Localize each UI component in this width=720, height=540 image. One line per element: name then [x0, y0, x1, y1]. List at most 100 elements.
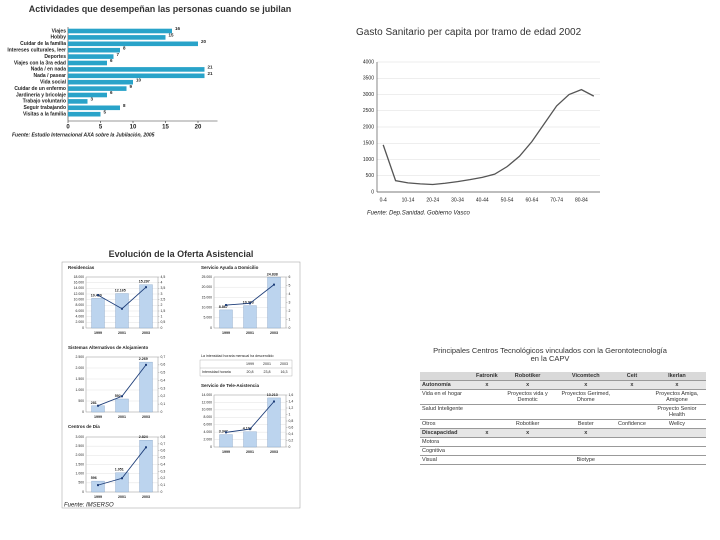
- y-tick-label: 4.000: [76, 315, 85, 319]
- y-tick-label: 2500: [363, 108, 374, 114]
- y2-tick-label: 0,7: [161, 355, 166, 359]
- y2-tick-label: 4: [289, 292, 291, 296]
- cell: [647, 437, 706, 447]
- y2-tick-label: 0: [289, 326, 291, 330]
- y-tick-label: 10.000: [202, 305, 212, 309]
- x-tick-label: 0: [66, 125, 70, 131]
- bar: [91, 298, 105, 329]
- y2-tick-label: 0,8: [161, 435, 166, 439]
- bar: [267, 277, 281, 329]
- header-row: Fatronik Robotiker Vicomtech Ceit Ikerlan: [420, 372, 706, 381]
- cell: [647, 428, 706, 438]
- y-tick-label: 8.000: [204, 415, 213, 419]
- category-label: Viajes con la 3ra edad: [14, 60, 66, 66]
- row-label: Cognitiva: [420, 446, 474, 456]
- bar: [68, 92, 107, 98]
- y2-tick-label: 0,3: [161, 469, 166, 473]
- y2-tick-label: 2: [161, 303, 163, 307]
- y-tick-label: 0: [82, 410, 84, 414]
- chart-title: Centros de Día: [68, 424, 100, 429]
- category-label: Vida social: [40, 80, 67, 86]
- value-label: 20: [201, 39, 207, 44]
- value-label: 7: [117, 52, 120, 57]
- bar: [68, 73, 205, 79]
- cell: x: [616, 380, 648, 390]
- bar: [68, 86, 127, 91]
- row: Motora: [420, 437, 706, 447]
- x-tick-label: 2003: [142, 331, 150, 335]
- cell: Bester: [555, 419, 617, 429]
- y2-tick-label: 0: [289, 445, 291, 449]
- cell: x: [647, 380, 706, 390]
- y2-tick-label: 0,3: [161, 386, 166, 390]
- cell: [474, 446, 500, 456]
- note-header: 2001: [263, 362, 271, 366]
- chart-title: Evolución de la Oferta Asistencial: [108, 249, 254, 259]
- cell: x: [474, 428, 500, 438]
- cell: [474, 437, 500, 447]
- bar: [219, 434, 233, 448]
- bar: [115, 293, 129, 329]
- category-label: Trabajo voluntario: [23, 99, 66, 105]
- y2-tick-label: 0,2: [161, 394, 166, 398]
- cell: x: [474, 380, 500, 390]
- value-label: 8: [123, 45, 126, 50]
- row-label: Vida en el hogar: [420, 389, 474, 405]
- x-tick-label: 40-44: [476, 197, 489, 203]
- bar: [68, 105, 120, 111]
- source: Fuente: Estudio Internacional AXA sobre …: [12, 132, 155, 138]
- y-tick-label: 1500: [363, 141, 374, 147]
- value-label: 24.838: [267, 272, 278, 276]
- y2-tick-label: 6: [289, 275, 291, 279]
- value-label: 9: [130, 84, 133, 89]
- y-tick-label: 2000: [363, 124, 374, 130]
- cell: Confidence: [616, 419, 648, 429]
- x-tick-label: 30-34: [451, 197, 464, 203]
- cell: [616, 437, 648, 447]
- column-header: Robotiker: [499, 372, 556, 381]
- value-label: 5: [104, 109, 107, 114]
- value-label: 6: [110, 58, 113, 63]
- source: Fuente: Dep.Sanidad. Gobierno Vasco: [367, 211, 471, 217]
- category-label: Visitas a la familia: [23, 112, 66, 118]
- bar: [68, 47, 120, 53]
- y-tick-label: 2.500: [76, 355, 85, 359]
- y-tick-label: 14.000: [74, 286, 84, 290]
- row-label: Salud Inteligente: [420, 404, 474, 420]
- y-tick-label: 2.000: [204, 437, 213, 441]
- y-tick-label: 5.000: [204, 316, 213, 320]
- bar: [68, 99, 88, 104]
- bar: [115, 398, 129, 413]
- value-label: 6: [110, 90, 113, 95]
- y-tick-label: 14.000: [202, 393, 212, 397]
- y2-tick-label: 0,4: [161, 462, 166, 466]
- x-tick-label: 0-4: [380, 197, 387, 203]
- y-tick-label: 8.000: [76, 303, 85, 307]
- cell: [474, 455, 500, 465]
- x-tick-label: 70-74: [550, 197, 563, 203]
- value-label: 3.347: [219, 430, 228, 434]
- cell: Biotype: [555, 455, 617, 465]
- column-header: Fatronik: [474, 372, 500, 381]
- y2-tick-label: 1: [289, 412, 291, 416]
- value-label: 13.213: [267, 393, 278, 397]
- y2-tick-label: 0,6: [289, 425, 294, 429]
- cell: [499, 404, 556, 420]
- cell: [616, 455, 648, 465]
- bar: [68, 79, 133, 85]
- cell: Proyectos vida y Demotic: [499, 389, 556, 405]
- x-tick-label: 1999: [222, 331, 230, 335]
- value-label: 15: [169, 33, 175, 38]
- row-label: Motora: [420, 437, 474, 447]
- y-tick-label: 0: [82, 490, 84, 494]
- y-tick-label: 2.500: [76, 444, 85, 448]
- row-label: Autonomía: [420, 380, 474, 390]
- y2-tick-label: 0,5: [161, 456, 166, 460]
- cell: [616, 428, 648, 438]
- cell: [555, 446, 617, 456]
- y-tick-label: 3000: [363, 92, 374, 98]
- value-label: 596: [91, 476, 97, 480]
- y-tick-label: 3500: [363, 76, 374, 82]
- bar: [139, 284, 153, 329]
